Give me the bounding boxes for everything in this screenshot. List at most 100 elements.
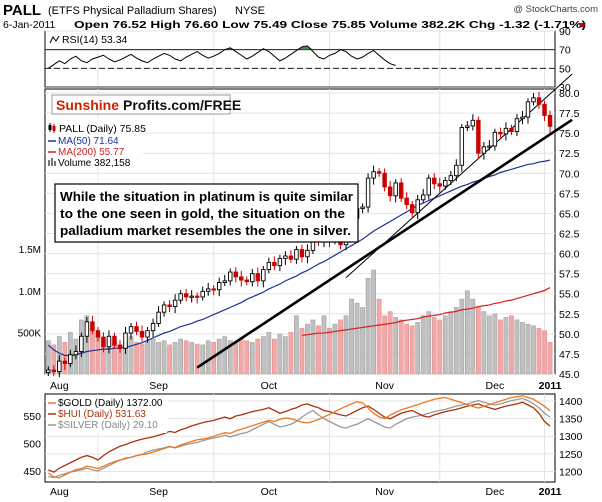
candle-body (547, 115, 553, 127)
rsi-line (48, 45, 396, 69)
price-x-tick-labels: Aug Sep Oct Nov Dec 2011 (50, 380, 562, 392)
volume-tick-label: 1.0M (19, 287, 41, 298)
candle-body (51, 369, 57, 373)
candle-body (542, 103, 547, 116)
candle-body (299, 249, 305, 258)
volume-bar (520, 322, 525, 375)
volume-bar (316, 325, 321, 375)
candle-body (266, 261, 272, 271)
volume-bar (409, 325, 415, 375)
volume-bar (536, 327, 542, 375)
candle-body (498, 131, 503, 135)
price-x-tick-label: Nov (375, 380, 394, 392)
candle-body (404, 197, 409, 206)
comparison-x-tick-label: Oct (261, 486, 277, 498)
candle-body (90, 321, 95, 332)
volume-bar (189, 342, 195, 375)
candle-body (465, 125, 470, 128)
candle-body (536, 97, 542, 105)
rsi-panel: 30 50 70 90 RSI(14) 53.34 (44, 26, 571, 94)
candle-body (200, 290, 205, 298)
volume-legend-label: Volume 382,158 (58, 158, 131, 169)
volume-bar (509, 315, 514, 375)
comparison-x-tick-label: Nov (375, 486, 394, 498)
candle-body (250, 273, 255, 283)
volume-bar (487, 315, 492, 375)
volume-bar (525, 323, 531, 375)
candle-body (360, 206, 365, 210)
candle-body (79, 335, 84, 352)
price-legend: PALL (Daily) 75.85 MA(50) 71.64 MA(200) … (47, 119, 146, 169)
price-tick-label: 75.0 (559, 128, 580, 140)
candle-body (62, 360, 68, 365)
candle-body (205, 288, 211, 292)
ma50-line (47, 159, 551, 357)
price-tick-label: 67.5 (559, 188, 580, 200)
volume-bar (459, 298, 465, 375)
volume-bar (244, 340, 250, 375)
volume-bar (542, 330, 547, 375)
volume-bar (360, 307, 365, 375)
down-arrow-icon (578, 23, 586, 28)
ma200-line (301, 287, 551, 337)
candle-body (194, 295, 200, 298)
candle-body (106, 335, 112, 348)
volume-bar (354, 303, 360, 375)
volume-bar (398, 319, 404, 375)
volume-bar (167, 344, 172, 375)
comparison-legend-bg (47, 396, 167, 433)
volume-bar (299, 327, 305, 375)
candle-legend-icon (48, 123, 56, 133)
candle-body (387, 186, 393, 197)
volume-bar (338, 319, 343, 375)
candle-body (172, 299, 178, 308)
price-tick-label: 57.5 (559, 269, 580, 281)
price-tick-label: 72.5 (559, 148, 580, 160)
candle-body (161, 304, 167, 313)
volume-bar (492, 313, 498, 375)
candle-body (371, 171, 376, 179)
candle-body (112, 335, 117, 346)
candle-body (525, 101, 531, 118)
candle-body (421, 194, 426, 201)
rsi-tick-label: 30 (559, 82, 571, 94)
price-panel: 45.0 47.5 50.0 52.5 55.0 57.5 60.0 62.5 65.0 67.5… (18, 73, 580, 392)
silver-legend-label: $SILVER (Daily) 29.10 (58, 420, 158, 431)
rsi-tick-label: 70 (559, 45, 571, 57)
quote-date: 6-Jan-2011 (3, 19, 56, 31)
volume-bar (498, 319, 503, 375)
candle-body (156, 311, 161, 324)
price-tick-label: 52.5 (559, 309, 580, 321)
volume-bar (415, 322, 421, 375)
candle-body (277, 257, 283, 267)
price-tick-label: 50.0 (559, 329, 580, 341)
volume-bar (382, 315, 387, 375)
volume-bar (349, 298, 354, 375)
stockcharts-credit: @ StockCharts.com (513, 4, 598, 15)
volume-bar (249, 342, 255, 375)
volume-bar (216, 338, 222, 375)
volume-bar (448, 311, 454, 375)
candle-body (117, 344, 123, 349)
volume-bar (294, 315, 299, 375)
comparison-right-tick-label: 1350 (559, 414, 583, 426)
candle-body (189, 295, 194, 298)
candle-body (255, 273, 261, 282)
comparison-right-ticks: 1200 1250 1300 1350 1400 (559, 396, 583, 478)
comparison-x-tick-label: Sep (149, 486, 168, 498)
candle-body (288, 255, 294, 260)
ma200-legend-label: MA(200) 55.77 (58, 147, 125, 158)
comparison-x-tick-label: 2011 (539, 486, 562, 498)
candle-body (509, 127, 514, 132)
candle-body (145, 330, 150, 338)
comparison-x-tick-label: Dec (486, 486, 505, 498)
commentary-line-1: While the situation in platinum is quite… (60, 190, 353, 204)
volume-bar (305, 323, 310, 375)
price-candles (46, 91, 553, 378)
volume-bar (547, 341, 553, 375)
price-x-tick-label: Aug (50, 380, 69, 392)
volume-bar (464, 290, 470, 375)
price-x-tick-label: Dec (486, 380, 505, 392)
rsi-overbought-area (307, 45, 313, 50)
candle-body (305, 249, 310, 258)
